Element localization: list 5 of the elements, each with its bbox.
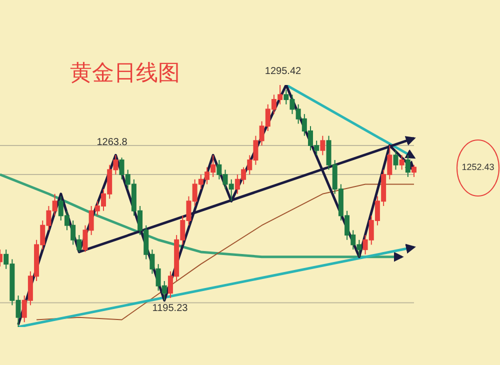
text: 1252.43 [460,162,496,172]
text: 1295.42 [264,66,302,77]
annotation: 1195.23 [151,303,189,314]
annotation: 1263.8 [96,137,128,148]
chart-title: 黄金日线图 [70,60,180,88]
